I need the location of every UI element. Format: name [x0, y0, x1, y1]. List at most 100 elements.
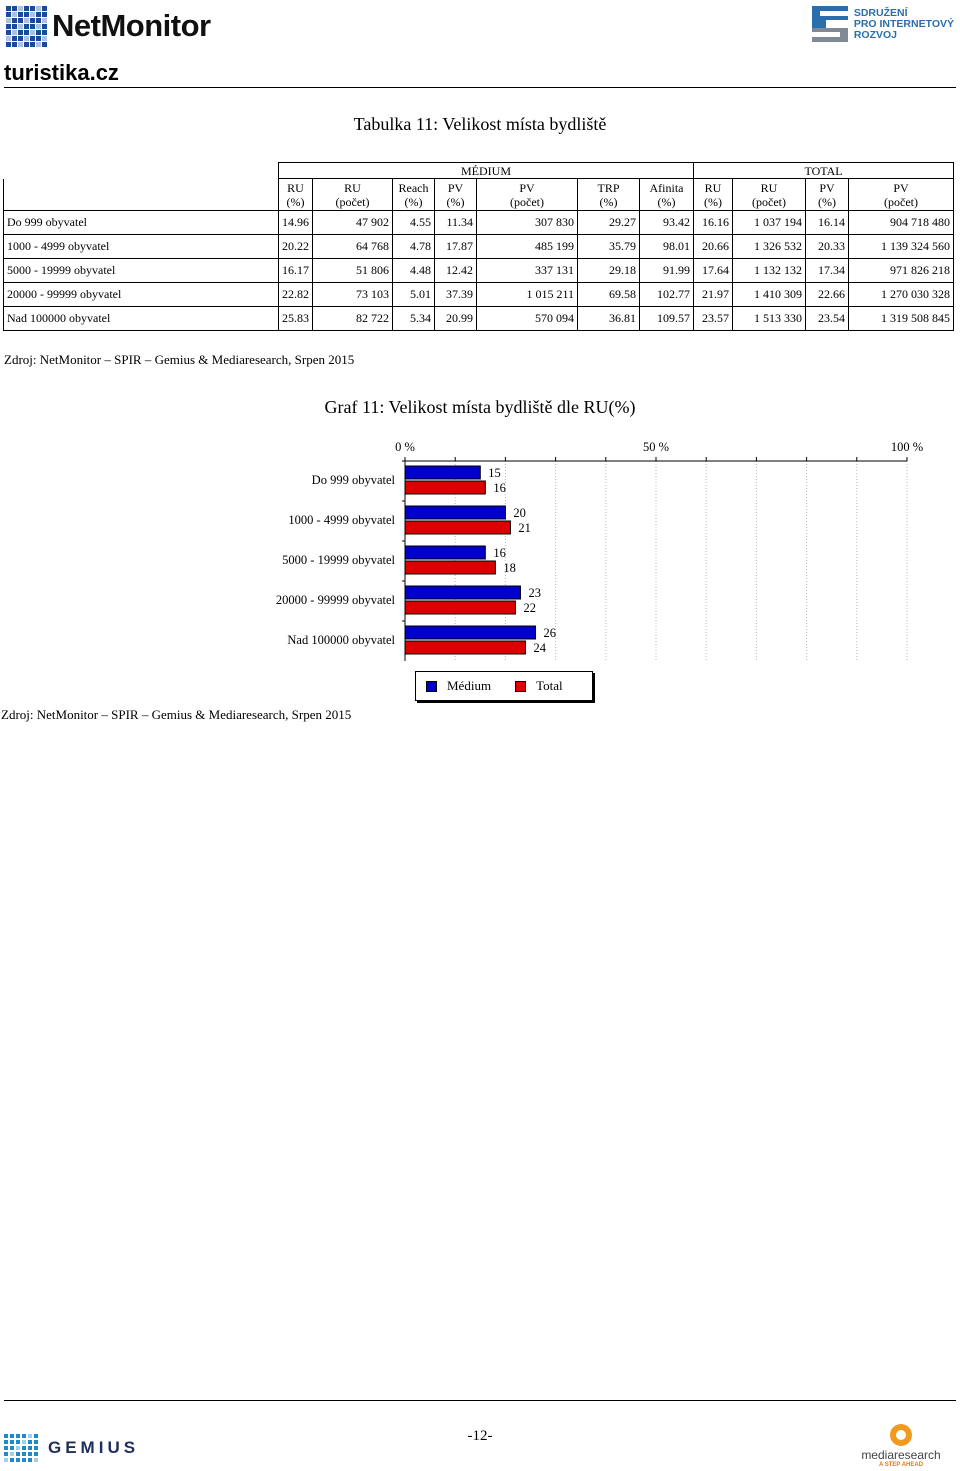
bar-total: [404, 480, 486, 495]
legend-item-medium: Médium: [426, 678, 491, 694]
table-cell: 22.82: [278, 282, 313, 307]
table-cell: 98.01: [638, 234, 695, 259]
table-cell: 1 132 132: [732, 258, 807, 283]
table-row: 1000 - 4999 obyvatel 20.22 64 768 4.78 17.87…: [3, 234, 955, 259]
x-tick-label: 100 %: [891, 440, 923, 454]
table-cell: 337 131: [476, 258, 578, 283]
top-divider: [4, 87, 956, 88]
row-label: 5000 - 19999 obyvatel: [3, 258, 279, 283]
table-cell: 307 830: [476, 210, 578, 235]
table-cell: 1 410 309: [732, 282, 807, 307]
spir-line-3: ROZVOJ: [853, 28, 898, 41]
table-cell: 1 037 194: [732, 210, 807, 235]
table-cell: 82 722: [312, 306, 393, 331]
category-label: 1000 - 4999 obyvatel: [288, 513, 395, 527]
group-total-header: TOTAL: [693, 162, 955, 179]
bar-total: [404, 600, 516, 615]
bottom-divider: [4, 1400, 956, 1401]
legend-label-total: Total: [536, 678, 563, 693]
data-label: 15: [488, 466, 501, 480]
bar-total: [404, 520, 511, 535]
table-cell: 1 319 508 845: [848, 306, 955, 331]
column-header: RU (%): [693, 178, 734, 211]
table-cell: 20.33: [805, 234, 850, 259]
table-cell: 51 806: [312, 258, 393, 283]
column-header: TRP (%): [577, 178, 640, 211]
table-cell: 17.87: [434, 234, 477, 259]
table-cell: 1 015 211: [476, 282, 578, 307]
column-header: Reach (%): [392, 178, 435, 211]
table-cell: 29.27: [577, 210, 640, 235]
category-label: 20000 - 99999 obyvatel: [276, 593, 396, 607]
column-header: RU (%): [278, 178, 313, 211]
x-tick-label: 50 %: [643, 440, 669, 454]
bar-medium: [404, 545, 486, 560]
table-cell: 485 199: [476, 234, 578, 259]
column-header: PV (%): [805, 178, 850, 211]
column-header-row: RU (%) RU (počet) Reach (%) PV (%) PV (počet) TRP(…: [3, 178, 955, 211]
table-cell: 69.58: [577, 282, 640, 307]
mediaresearch-brand: mediaresearch: [861, 1448, 941, 1462]
gemius-brand: GEMIUS: [48, 1438, 140, 1457]
table-cell: 4.78: [392, 234, 435, 259]
row-label-header: [3, 178, 279, 211]
row-label: Nad 100000 obyvatel: [3, 306, 279, 331]
table-cell: 1 513 330: [732, 306, 807, 331]
column-header: Afinita (%): [638, 178, 695, 211]
spir-line-1: SDRUŽENÍ: [853, 6, 908, 19]
table-row: Nad 100000 obyvatel 25.83 82 722 5.34 20.99 5…: [3, 306, 955, 331]
table-cell: 25.83: [278, 306, 313, 331]
legend-item-total: Total: [515, 678, 563, 694]
column-header: RU (počet): [312, 178, 393, 211]
netmonitor-brand: NetMonitor: [52, 8, 211, 43]
table-cell: 37.39: [434, 282, 477, 307]
table-title: Tabulka 11: Velikost místa bydliště: [353, 114, 607, 134]
table-cell: 20.66: [693, 234, 734, 259]
table-cell: 20.22: [278, 234, 313, 259]
table-cell: 23.57: [693, 306, 734, 331]
legend-swatch-total: [515, 680, 527, 692]
table-cell: 12.42: [434, 258, 477, 283]
netmonitor-dots-icon: [6, 5, 47, 47]
table-cell: 109.57: [638, 306, 695, 331]
bar-total: [404, 560, 496, 575]
data-label: 16: [493, 546, 506, 560]
legend-label-medium: Médium: [447, 678, 492, 693]
table-cell: 1 270 030 328: [848, 282, 955, 307]
mediaresearch-logo: mediaresearch A STEP AHEAD: [856, 1424, 946, 1468]
table-row: 5000 - 19999 obyvatel 16.17 51 806 4.48 12.4…: [3, 258, 955, 283]
row-label: 20000 - 99999 obyvatel: [3, 282, 279, 307]
group-medium-header: MÉDIUM: [277, 162, 695, 179]
mediaresearch-tagline: A STEP AHEAD: [878, 1462, 924, 1468]
page-number: -12-: [467, 1428, 493, 1444]
row-label: 1000 - 4999 obyvatel: [3, 234, 279, 259]
table-cell: 16.16: [693, 210, 734, 235]
table-cell: 5.01: [392, 282, 435, 307]
table-body: Do 999 obyvatel 14.96 47 902 4.55 11.34 307 8…: [3, 210, 955, 331]
table-cell: 64 768: [312, 234, 393, 259]
x-tick-label: 0 %: [395, 440, 415, 454]
table-cell: 1 139 324 560: [848, 234, 955, 259]
table-cell: 20.99: [434, 306, 477, 331]
chart-legend: Médium Total: [415, 671, 593, 701]
spir-mark-icon: [811, 6, 848, 42]
table-row: Do 999 obyvatel 14.96 47 902 4.55 11.34 307 8…: [3, 210, 955, 235]
spir-line-2: PRO INTERNETOVÝ: [853, 17, 954, 30]
netmonitor-logo: NetMonitor: [6, 4, 211, 48]
table-cell: 36.81: [577, 306, 640, 331]
column-header: PV (počet): [476, 178, 578, 211]
row-label: Do 999 obyvatel: [3, 210, 279, 235]
site-name: turistika.cz: [4, 60, 119, 85]
bar-medium: [404, 585, 521, 600]
category-label: Nad 100000 obyvatel: [287, 633, 395, 647]
table-cell: 904 718 480: [848, 210, 955, 235]
data-label: 22: [523, 601, 536, 615]
table-cell: 93.42: [638, 210, 695, 235]
data-label: 21: [518, 521, 531, 535]
table-cell: 1 326 532: [732, 234, 807, 259]
table-row: 20000 - 99999 obyvatel 22.82 73 103 5.01 37.…: [3, 282, 955, 307]
corner-blank: [4, 163, 279, 179]
table-cell: 17.64: [693, 258, 734, 283]
table-cell: 11.34: [434, 210, 477, 235]
